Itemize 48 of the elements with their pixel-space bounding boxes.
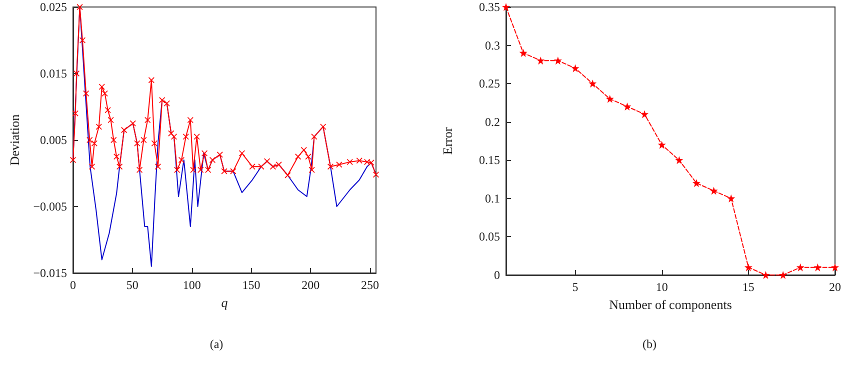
point bbox=[710, 186, 718, 195]
point bbox=[640, 110, 649, 118]
y-tick-label: 0.2 bbox=[485, 114, 500, 129]
y-tick-label: −0.005 bbox=[33, 200, 67, 214]
point bbox=[588, 80, 597, 88]
point bbox=[675, 156, 684, 164]
y-tick-label: 0.3 bbox=[485, 38, 500, 52]
point bbox=[796, 263, 804, 272]
point bbox=[744, 263, 752, 272]
text: (b) bbox=[642, 337, 657, 351]
point bbox=[554, 56, 562, 65]
x-axis-title: Number of components bbox=[609, 296, 732, 312]
y-tick-label: 0 bbox=[494, 268, 500, 282]
y-tick-label: 0.025 bbox=[40, 0, 67, 14]
point bbox=[536, 56, 545, 65]
y-tick-label: 0.05 bbox=[479, 230, 500, 244]
y-tick-label: 0.25 bbox=[479, 76, 500, 91]
x-tick-label: 50 bbox=[126, 278, 138, 292]
point bbox=[571, 64, 580, 72]
point bbox=[623, 102, 632, 111]
point bbox=[814, 263, 822, 272]
point bbox=[762, 271, 770, 279]
y-tick-label: 0.15 bbox=[479, 153, 500, 168]
y-axis-title: Error bbox=[440, 126, 455, 155]
x-tick-label: 15 bbox=[742, 280, 754, 294]
y-axis-title: Deviation bbox=[7, 114, 22, 166]
point bbox=[519, 48, 528, 57]
x-tick-label: 20 bbox=[829, 280, 841, 294]
point bbox=[727, 194, 736, 202]
y-tick-label: 0.35 bbox=[479, 0, 500, 14]
x-axis-title: q bbox=[221, 294, 228, 310]
point bbox=[779, 271, 788, 279]
point bbox=[831, 263, 839, 272]
x-tick-label: 5 bbox=[572, 280, 578, 294]
x-tick-label: 100 bbox=[182, 278, 201, 292]
point bbox=[658, 140, 666, 149]
x-tick-label: 0 bbox=[70, 278, 76, 292]
point bbox=[606, 94, 614, 103]
y-tick-label: 0.1 bbox=[485, 191, 500, 206]
text: (a) bbox=[210, 337, 224, 351]
x-tick-label: 250 bbox=[361, 278, 380, 292]
y-tick-label: 0.005 bbox=[40, 133, 67, 147]
point bbox=[692, 179, 700, 188]
x-tick-label: 150 bbox=[242, 278, 260, 292]
y-tick-label: 0.015 bbox=[40, 66, 67, 80]
y-tick-label: −0.015 bbox=[33, 266, 67, 280]
x-tick-label: 10 bbox=[656, 280, 668, 294]
x-tick-label: 200 bbox=[302, 278, 320, 292]
